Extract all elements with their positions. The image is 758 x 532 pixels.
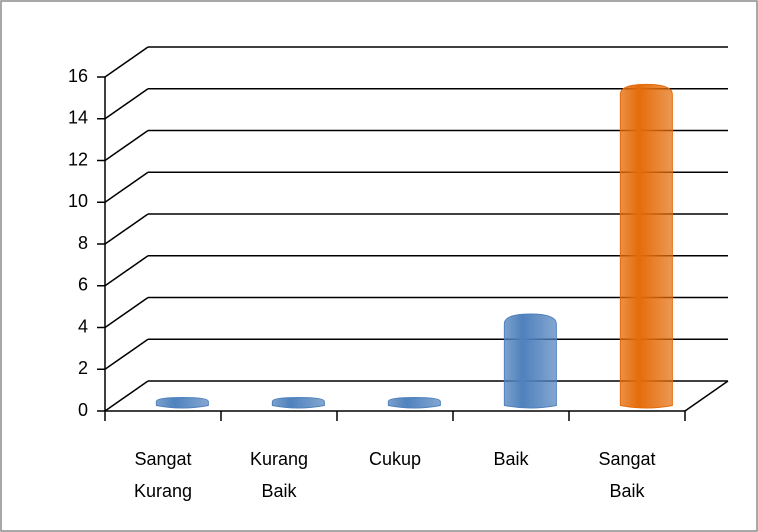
y-tick-label: 12	[68, 149, 88, 169]
grid-line-side	[104, 213, 149, 245]
y-tick-label: 4	[78, 316, 88, 336]
x-tick-label: Sangat Kurang	[133, 449, 193, 501]
bar	[271, 396, 325, 409]
y-tick-label: 0	[78, 400, 88, 420]
y-tick-label: 14	[68, 108, 88, 128]
grid-line-side	[104, 129, 149, 162]
x-tick-label: Sangat Baik	[598, 449, 656, 501]
x-tick-label: Kurang Baik	[249, 449, 309, 501]
grid-line-side	[104, 338, 149, 370]
bar	[155, 396, 209, 409]
bar	[503, 313, 557, 409]
y-tick-label: 10	[68, 191, 88, 211]
grid-line-side	[104, 296, 149, 329]
grid-line-side	[104, 46, 149, 78]
y-tick-label: 16	[68, 66, 88, 86]
y-tick-label: 6	[78, 275, 88, 295]
floor-right	[684, 380, 729, 412]
grid-line-side	[104, 171, 149, 203]
x-tick-label: Baik	[493, 449, 529, 469]
grid-line-side	[104, 380, 149, 412]
bar	[387, 396, 441, 409]
grid-line-side	[104, 88, 149, 120]
grid-line-side	[104, 255, 149, 287]
x-tick-label: Cukup	[368, 449, 422, 469]
y-tick-label: 2	[78, 358, 88, 378]
bar	[619, 83, 673, 409]
y-tick-label: 8	[78, 233, 88, 253]
